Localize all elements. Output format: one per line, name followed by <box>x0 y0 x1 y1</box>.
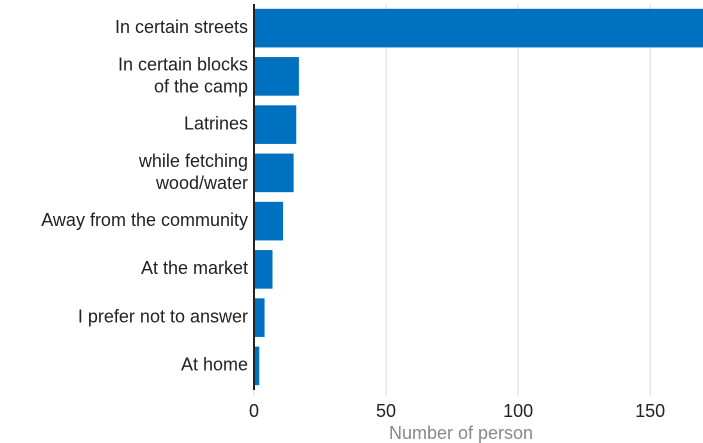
x-tick-label: 150 <box>635 401 665 421</box>
bar <box>254 250 273 289</box>
x-tick-label: 100 <box>503 401 533 421</box>
y-tick-label: while fetching wood/water <box>138 151 248 193</box>
y-tick-label: Latrines <box>184 113 248 133</box>
y-tick-label: I prefer not to answer <box>78 306 248 326</box>
bar <box>254 57 299 96</box>
bar <box>254 105 297 144</box>
y-tick-label: Away from the community <box>41 210 248 230</box>
y-tick-label: At the market <box>141 258 248 278</box>
y-tick-label: At home <box>181 355 248 375</box>
x-tick-label: 0 <box>249 401 259 421</box>
bar <box>254 153 294 193</box>
bar <box>254 201 284 241</box>
bar <box>254 8 703 48</box>
y-tick-label: In certain streets <box>115 17 248 37</box>
bar <box>254 346 260 386</box>
bar <box>254 298 265 337</box>
x-axis-title: Number of person <box>389 423 533 443</box>
y-tick-label: In certain blocks of the camp <box>118 54 248 96</box>
x-tick-label: 50 <box>376 401 396 421</box>
